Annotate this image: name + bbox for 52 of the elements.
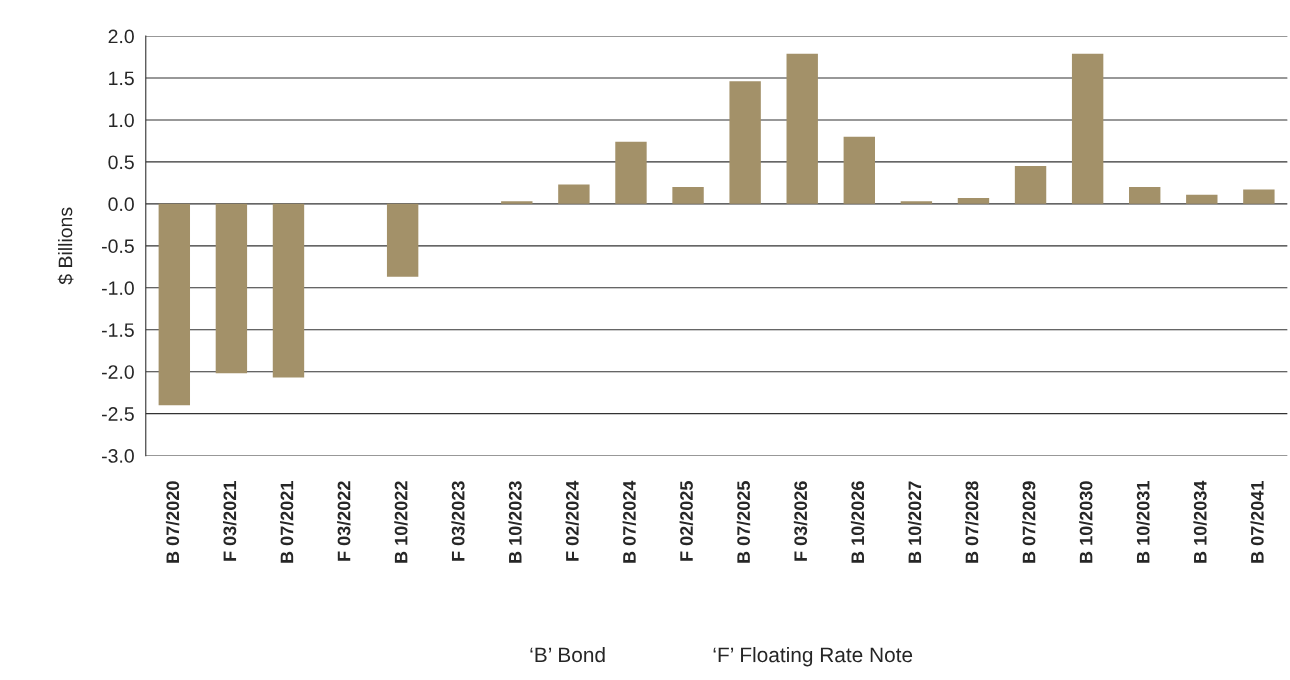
x-tick-label: B 10/2031 <box>1136 481 1150 563</box>
x-tick-label: F 02/2025 <box>679 481 694 561</box>
text: ‘F’ Floating Rate Note <box>713 646 913 667</box>
x-tick-label: B 07/2025 <box>736 481 751 563</box>
x-tick-label: F 03/2026 <box>793 481 808 561</box>
bar <box>158 203 191 406</box>
y-tick-label: -0.5 <box>102 239 134 254</box>
bar <box>501 201 533 204</box>
y-tick-label: 1.0 <box>109 113 134 128</box>
x-tick-label: B 07/2028 <box>965 481 979 563</box>
x-tick-label: B 10/2030 <box>1079 481 1093 563</box>
y-tick-label: 2.0 <box>108 29 134 44</box>
bar <box>615 141 647 204</box>
bar <box>1129 187 1161 204</box>
bar <box>272 203 305 378</box>
x-tick-label: B 10/2023 <box>508 481 522 563</box>
bar <box>957 197 990 204</box>
bar <box>1243 189 1275 204</box>
y-tick-label: 1.5 <box>109 71 134 86</box>
x-tick-label: B 10/2034 <box>1193 480 1207 563</box>
x-tick-label: B 07/2021 <box>280 481 294 563</box>
bar <box>386 203 419 277</box>
bar <box>1014 166 1047 204</box>
bar <box>843 136 875 204</box>
bar <box>215 203 248 374</box>
bar <box>558 184 590 204</box>
x-tick-label: B 10/2027 <box>907 481 922 563</box>
y-tick-label: -2.0 <box>102 365 134 379</box>
y-tick-label: -3.0 <box>102 449 134 463</box>
x-tick-label: B 07/2041 <box>1250 481 1264 563</box>
x-tick-label: F 03/2023 <box>451 481 465 561</box>
x-tick-label: B 10/2026 <box>850 481 865 563</box>
bar <box>900 201 933 204</box>
x-tick-label: B 10/2022 <box>394 481 408 563</box>
bar <box>729 81 761 204</box>
y-tick-label: -2.5 <box>102 407 134 421</box>
bar <box>1186 194 1218 204</box>
bar <box>1071 53 1104 204</box>
y-tick-label: 0.5 <box>108 155 134 170</box>
x-tick-label: F 02/2024 <box>565 480 579 561</box>
bar <box>672 187 704 204</box>
y-axis-title: $ Billions <box>57 207 74 285</box>
x-tick-label: B 07/2029 <box>1022 481 1036 563</box>
y-tick-label: 0.0 <box>108 197 134 212</box>
x-tick-label: F 03/2021 <box>222 481 237 561</box>
x-tick-label: F 03/2022 <box>337 481 351 561</box>
x-tick-label: B 07/2024 <box>622 480 636 563</box>
y-tick-label: -1.0 <box>102 281 134 296</box>
y-tick-label: -1.5 <box>102 323 134 337</box>
text: ‘B’ Bond <box>530 646 605 663</box>
bar <box>786 53 818 204</box>
x-tick-label: B 07/2020 <box>165 481 180 563</box>
